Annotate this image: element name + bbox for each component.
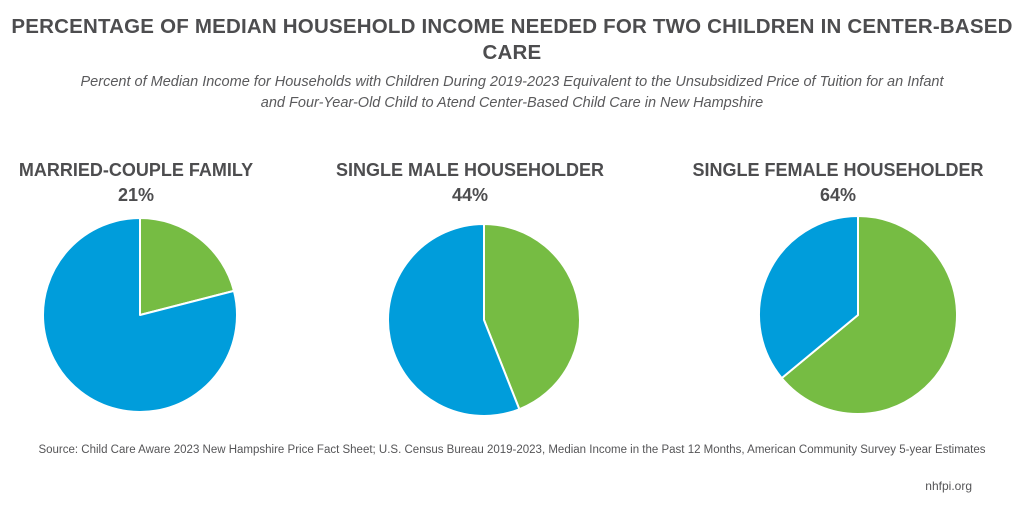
pie-value-label: 21% [117,185,155,205]
credit-url[interactable]: nhfpi.org [925,479,972,493]
pie-chart-1 [387,223,581,417]
pie-chart-2 [758,215,958,415]
pie-single-female: SINGLE FEMALE HOUSEHOLDER 64% [664,158,1012,208]
pie-slice-remainder [387,223,521,417]
chart-title: PERCENTAGE OF MEDIAN HOUSEHOLD INCOME NE… [11,15,1013,64]
pie-chart-0 [42,217,238,413]
pie-slice-share [139,217,235,316]
pie-title: SINGLE MALE HOUSEHOLDER [335,160,604,180]
chart-subtitle: Percent of Median Income for Households … [80,74,944,111]
source-note: Source: Child Care Aware 2023 New Hampsh… [38,444,986,456]
pie-value-label: 64% [819,185,857,205]
pie-slice-share [780,215,958,415]
pie-slice-remainder [758,215,859,380]
pie-title: MARRIED-COUPLE FAMILY [18,160,254,180]
pie-title: SINGLE FEMALE HOUSEHOLDER [692,160,984,180]
pie-slice-share [483,223,581,411]
pie-married-couple: MARRIED-COUPLE FAMILY 21% [0,158,272,208]
pie-single-male: SINGLE MALE HOUSEHOLDER 44% [312,158,628,208]
pie-slice-remainder [42,217,238,413]
pie-value-label: 44% [451,185,489,205]
